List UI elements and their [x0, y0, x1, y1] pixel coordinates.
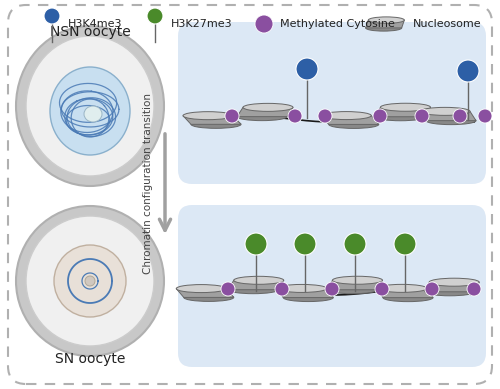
Circle shape: [453, 109, 467, 123]
Circle shape: [85, 276, 95, 286]
Ellipse shape: [429, 278, 479, 286]
Polygon shape: [321, 116, 379, 124]
Ellipse shape: [16, 206, 164, 356]
Circle shape: [147, 8, 163, 24]
Text: NSN oocyte: NSN oocyte: [50, 25, 130, 39]
Ellipse shape: [425, 288, 475, 296]
Circle shape: [478, 109, 492, 123]
Ellipse shape: [228, 286, 278, 294]
Circle shape: [344, 233, 366, 255]
Ellipse shape: [276, 284, 326, 293]
Circle shape: [245, 233, 267, 255]
Circle shape: [255, 15, 273, 33]
Text: H3K27me3: H3K27me3: [171, 19, 232, 29]
Ellipse shape: [328, 286, 378, 294]
Ellipse shape: [376, 113, 426, 121]
Circle shape: [425, 282, 439, 296]
Circle shape: [415, 109, 429, 123]
Circle shape: [373, 109, 387, 123]
Polygon shape: [237, 107, 293, 117]
Ellipse shape: [329, 121, 379, 128]
Circle shape: [467, 282, 481, 296]
Ellipse shape: [237, 113, 287, 121]
Polygon shape: [183, 116, 241, 124]
Circle shape: [375, 282, 389, 296]
Ellipse shape: [191, 120, 241, 128]
Circle shape: [394, 233, 416, 255]
Text: Methylated Cytosine: Methylated Cytosine: [280, 19, 395, 29]
Ellipse shape: [50, 67, 130, 155]
Polygon shape: [176, 289, 234, 298]
Polygon shape: [377, 288, 433, 298]
FancyBboxPatch shape: [8, 5, 492, 384]
Ellipse shape: [321, 112, 371, 119]
Ellipse shape: [176, 285, 226, 293]
Circle shape: [325, 282, 339, 296]
Polygon shape: [228, 280, 283, 290]
Text: SN oocyte: SN oocyte: [55, 352, 125, 366]
Circle shape: [225, 109, 239, 123]
Circle shape: [221, 282, 235, 296]
Polygon shape: [420, 111, 476, 121]
Ellipse shape: [84, 106, 102, 122]
Ellipse shape: [420, 107, 470, 116]
Circle shape: [457, 60, 479, 82]
Ellipse shape: [332, 276, 382, 284]
Ellipse shape: [183, 112, 233, 120]
Circle shape: [275, 282, 289, 296]
Circle shape: [318, 109, 332, 123]
Polygon shape: [276, 288, 334, 298]
Text: Chromatin configuration transition: Chromatin configuration transition: [143, 93, 153, 275]
Ellipse shape: [383, 294, 433, 301]
Ellipse shape: [16, 26, 164, 186]
Ellipse shape: [380, 103, 430, 111]
Ellipse shape: [184, 293, 234, 301]
Ellipse shape: [54, 245, 126, 317]
Polygon shape: [425, 282, 479, 292]
Ellipse shape: [26, 36, 154, 176]
FancyArrowPatch shape: [160, 134, 170, 230]
Circle shape: [296, 58, 318, 80]
FancyBboxPatch shape: [178, 205, 486, 367]
Ellipse shape: [243, 103, 293, 111]
Circle shape: [288, 109, 302, 123]
Ellipse shape: [284, 294, 334, 301]
Ellipse shape: [377, 284, 427, 293]
Text: H3K4me3: H3K4me3: [68, 19, 122, 29]
Text: Nucleosome: Nucleosome: [413, 19, 482, 29]
Polygon shape: [328, 280, 382, 290]
Ellipse shape: [26, 216, 154, 346]
Circle shape: [44, 8, 60, 24]
Polygon shape: [376, 107, 430, 117]
Circle shape: [294, 233, 316, 255]
Ellipse shape: [234, 276, 283, 284]
Polygon shape: [366, 20, 405, 28]
Ellipse shape: [426, 117, 476, 124]
FancyBboxPatch shape: [178, 22, 486, 184]
Ellipse shape: [368, 17, 404, 23]
Ellipse shape: [366, 25, 402, 31]
